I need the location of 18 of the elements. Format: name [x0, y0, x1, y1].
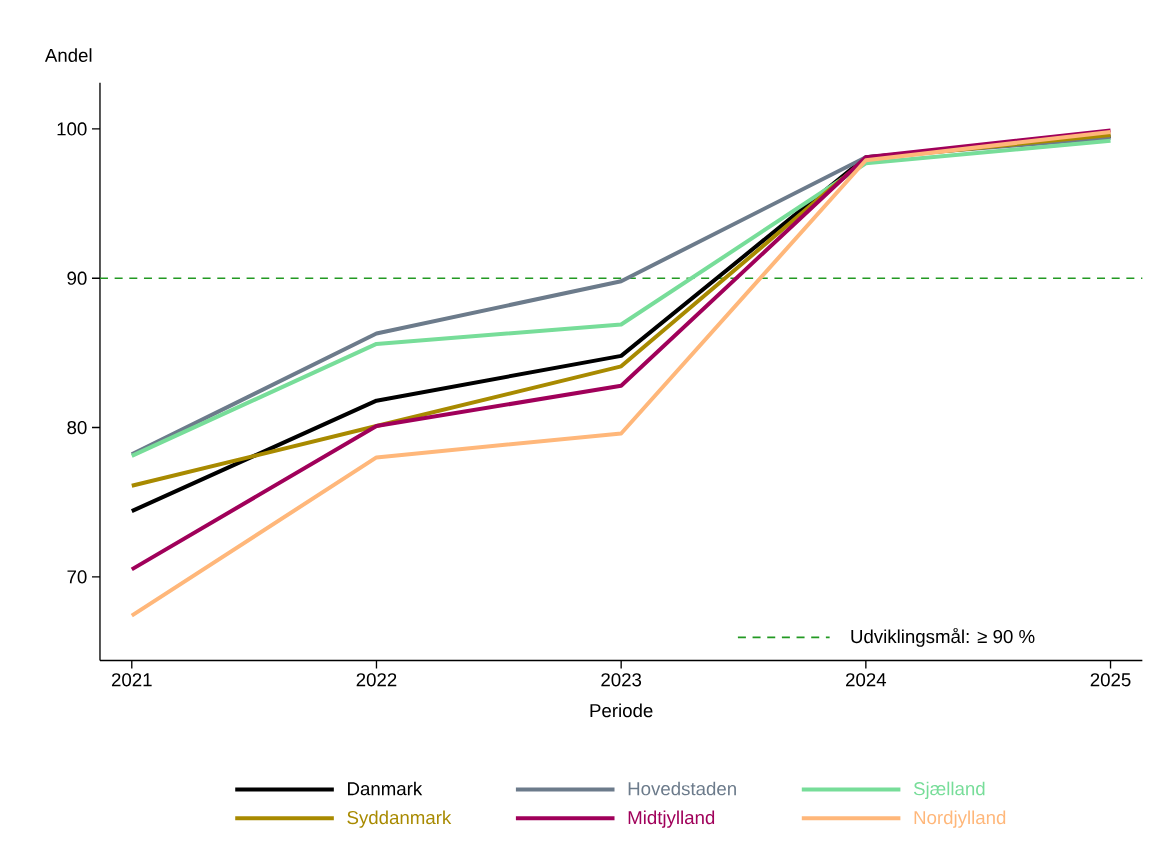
y-tick-label: 90 — [67, 271, 87, 285]
text: Danmark — [348, 781, 423, 796]
y-axis-title: Andel — [44, 48, 92, 62]
y-tick-label: 100 — [57, 122, 87, 136]
text: Nordjylland — [914, 810, 1006, 828]
text: Sjælland — [913, 781, 985, 799]
x-axis-title: Periode — [590, 703, 653, 718]
text: Midtjylland — [628, 810, 715, 828]
text: Syddanmark — [347, 810, 452, 828]
x-tick-label: 2024 — [846, 672, 887, 687]
y-tick-label: 70 — [67, 570, 87, 584]
x-tick-label: 2021 — [111, 672, 152, 687]
y-tick-label: 80 — [67, 420, 87, 434]
x-tick-label: 2022 — [356, 672, 397, 687]
x-tick-label: 2023 — [601, 672, 642, 687]
x-tick-label: 2025 — [1090, 672, 1131, 687]
legend-label: Udviklingsmål: ≥ 90 % — [851, 627, 1035, 647]
text: Hovedstaden — [628, 781, 736, 796]
